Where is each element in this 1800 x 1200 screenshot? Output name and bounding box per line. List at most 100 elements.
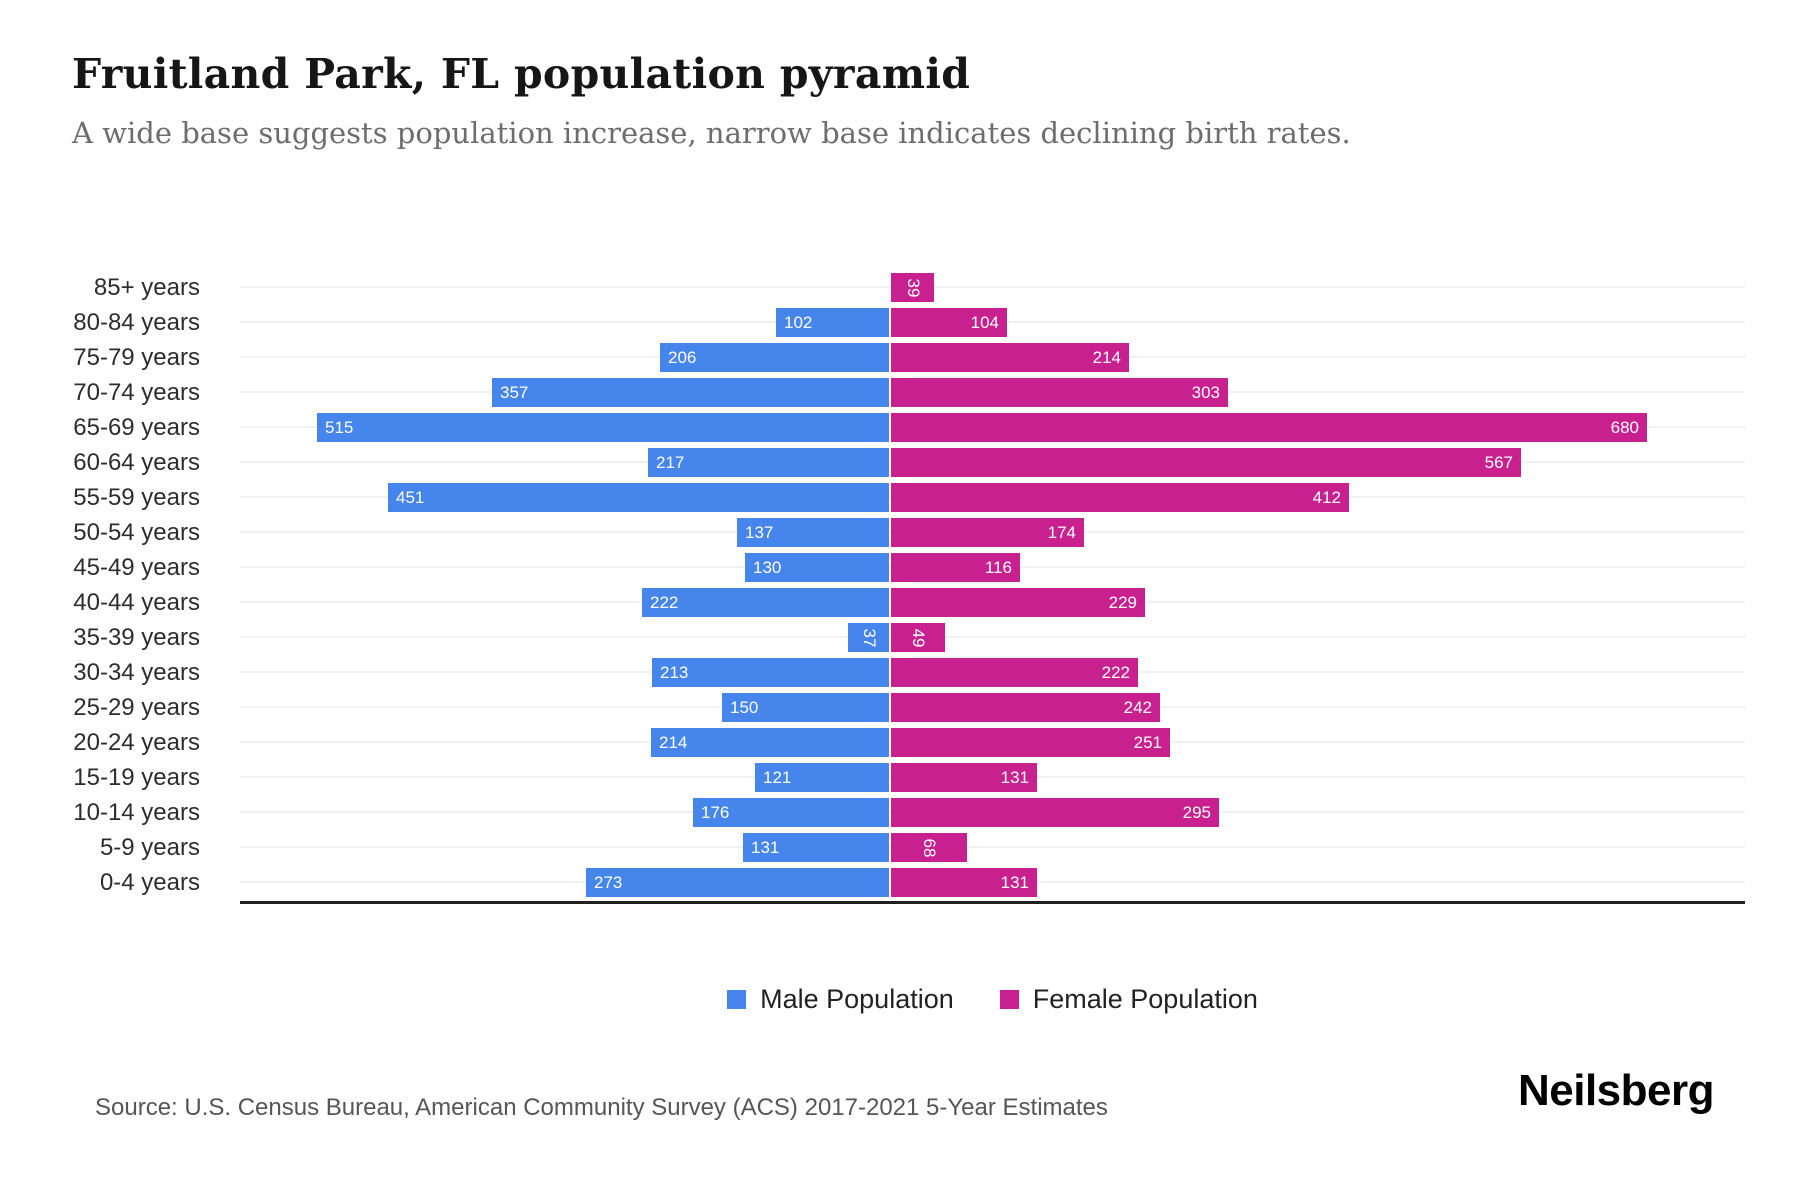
- female-bar[interactable]: 116: [891, 553, 1020, 582]
- male-value-label: 273: [594, 872, 623, 892]
- pyramid-row: 30-34 years 213 222: [0, 655, 1800, 690]
- age-label: 45-49 years: [73, 554, 200, 581]
- pyramid-row: 25-29 years 150 242: [0, 690, 1800, 725]
- male-value-label: 150: [730, 697, 759, 717]
- age-label: 25-29 years: [73, 694, 200, 721]
- female-value-label: 214: [1092, 347, 1121, 367]
- legend-item-female[interactable]: Female Population: [999, 984, 1258, 1015]
- male-bar[interactable]: 273: [586, 868, 889, 897]
- male-bar[interactable]: 130: [745, 553, 889, 582]
- male-value-label: 131: [751, 837, 780, 857]
- male-bar[interactable]: 150: [722, 693, 889, 722]
- female-bar[interactable]: 222: [891, 658, 1138, 687]
- pyramid-row: 80-84 years 102 104: [0, 305, 1800, 340]
- female-bar[interactable]: 412: [891, 483, 1349, 512]
- age-label: 60-64 years: [73, 449, 200, 476]
- female-bar[interactable]: 49: [891, 623, 945, 652]
- pyramid-row: 35-39 years 37 49: [0, 620, 1800, 655]
- legend-item-male[interactable]: Male Population: [727, 984, 954, 1015]
- male-bar[interactable]: 451: [388, 483, 889, 512]
- age-label: 40-44 years: [73, 589, 200, 616]
- pyramid-rows: 85+ years 39 80-84 years 102 104 75-79 years 2…: [0, 270, 1800, 900]
- female-bar[interactable]: 39: [891, 273, 934, 302]
- male-value-label: 130: [753, 557, 782, 577]
- gridline: [240, 636, 1745, 638]
- pyramid-row: 55-59 years 451 412: [0, 480, 1800, 515]
- male-bar[interactable]: 137: [737, 518, 889, 547]
- pyramid-row: 70-74 years 357 303: [0, 375, 1800, 410]
- male-value-label: 121: [763, 767, 792, 787]
- age-label: 35-39 years: [73, 624, 200, 651]
- female-value-label: 567: [1484, 452, 1513, 472]
- female-bar[interactable]: 295: [891, 798, 1219, 827]
- pyramid-row: 45-49 years 130 116: [0, 550, 1800, 585]
- age-label: 85+ years: [93, 274, 200, 301]
- male-bar[interactable]: 206: [660, 343, 889, 372]
- female-value-label: 104: [970, 312, 999, 332]
- female-value-label: 303: [1191, 382, 1220, 402]
- female-value-label: 251: [1133, 732, 1162, 752]
- age-label: 55-59 years: [73, 484, 200, 511]
- male-bar[interactable]: 131: [743, 833, 889, 862]
- female-bar[interactable]: 131: [891, 868, 1037, 897]
- male-bar[interactable]: 121: [755, 763, 889, 792]
- age-label: 50-54 years: [73, 519, 200, 546]
- female-bar[interactable]: 131: [891, 763, 1037, 792]
- female-bar[interactable]: 251: [891, 728, 1170, 757]
- male-value-label: 451: [396, 487, 425, 507]
- gridline: [240, 286, 1745, 288]
- pyramid-row: 10-14 years 176 295: [0, 795, 1800, 830]
- male-value-label: 213: [660, 662, 689, 682]
- female-bar[interactable]: 567: [891, 448, 1521, 477]
- age-label: 65-69 years: [73, 414, 200, 441]
- pyramid-row: 60-64 years 217 567: [0, 445, 1800, 480]
- male-bar[interactable]: 176: [693, 798, 889, 827]
- male-bar[interactable]: 37: [848, 623, 889, 652]
- male-bar[interactable]: 515: [317, 413, 889, 442]
- age-label: 20-24 years: [73, 729, 200, 756]
- male-value-label: 222: [650, 592, 679, 612]
- brand-logo: Neilsberg: [1517, 1066, 1715, 1115]
- male-bar[interactable]: 217: [648, 448, 889, 477]
- female-bar[interactable]: 680: [891, 413, 1647, 442]
- male-bar[interactable]: 357: [492, 378, 889, 407]
- age-label: 5-9 years: [99, 834, 200, 861]
- pyramid-row: 5-9 years 131 68: [0, 830, 1800, 865]
- female-value-label: 131: [1000, 872, 1029, 892]
- pyramid-row: 40-44 years 222 229: [0, 585, 1800, 620]
- female-bar[interactable]: 242: [891, 693, 1160, 722]
- male-value-label: 102: [784, 312, 813, 332]
- age-label: 10-14 years: [73, 799, 200, 826]
- male-bar[interactable]: 102: [776, 308, 889, 337]
- female-bar[interactable]: 303: [891, 378, 1228, 407]
- female-swatch-icon: [999, 990, 1019, 1009]
- female-bar[interactable]: 174: [891, 518, 1084, 547]
- pyramid-row: 50-54 years 137 174: [0, 515, 1800, 550]
- male-value-label: 357: [500, 382, 529, 402]
- female-bar[interactable]: 229: [891, 588, 1145, 617]
- male-bar[interactable]: 213: [652, 658, 889, 687]
- age-label: 30-34 years: [73, 659, 200, 686]
- gridline: [240, 846, 1745, 848]
- male-bar[interactable]: 222: [642, 588, 889, 617]
- female-value-label: 174: [1047, 522, 1076, 542]
- source-text: Source: U.S. Census Bureau, American Com…: [95, 1094, 1108, 1121]
- male-bar[interactable]: 214: [651, 728, 889, 757]
- female-value-label: 116: [984, 557, 1012, 577]
- female-bar[interactable]: 214: [891, 343, 1129, 372]
- male-value-label: 515: [325, 417, 354, 437]
- age-label: 15-19 years: [73, 764, 200, 791]
- pyramid-row: 75-79 years 206 214: [0, 340, 1800, 375]
- female-value-label: 242: [1123, 697, 1152, 717]
- chart-title: Fruitland Park, FL population pyramid: [72, 50, 971, 98]
- female-value-label: 680: [1610, 417, 1639, 437]
- legend-male-label: Male Population: [760, 984, 954, 1014]
- female-value-label: 39: [903, 278, 923, 297]
- legend: Male Population Female Population: [240, 984, 1745, 1015]
- female-value-label: 412: [1312, 487, 1341, 507]
- female-value-label: 229: [1108, 592, 1137, 612]
- male-value-label: 37: [859, 628, 879, 647]
- female-bar[interactable]: 104: [891, 308, 1007, 337]
- female-bar[interactable]: 68: [891, 833, 967, 862]
